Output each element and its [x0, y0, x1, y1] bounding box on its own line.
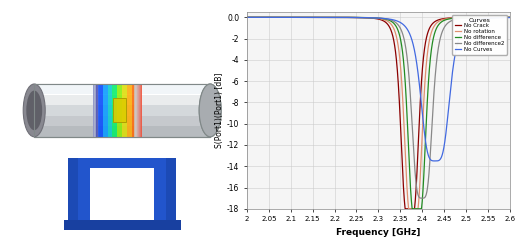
Bar — [34, 84, 210, 94]
Line: No Crack: No Crack — [247, 17, 510, 209]
No difference2 — [344, 16, 350, 19]
Bar — [34, 84, 210, 137]
No Crack — [402, 207, 408, 210]
No difference2 — [414, 192, 421, 195]
Bar — [95, 84, 96, 137]
Bar — [141, 84, 142, 137]
No difference — [344, 16, 350, 19]
Ellipse shape — [199, 84, 221, 137]
Legend: No Crack, No rotation, No difference, No difference2, No Curves: No Crack, No rotation, No difference, No… — [452, 15, 507, 54]
No difference2 — [244, 16, 250, 19]
Bar — [97, 84, 98, 137]
Bar — [34, 105, 210, 116]
No difference — [415, 207, 421, 210]
Bar — [94, 84, 96, 137]
Bar — [97, 84, 98, 137]
Line: No rotation: No rotation — [247, 17, 510, 209]
No difference — [292, 16, 298, 19]
No difference — [506, 16, 513, 19]
Bar — [140, 84, 141, 137]
No difference2 — [506, 16, 513, 19]
No rotation — [506, 16, 513, 19]
No rotation — [244, 16, 250, 19]
Bar — [113, 98, 126, 122]
Bar — [132, 84, 137, 137]
No Crack — [506, 16, 513, 19]
No Curves — [432, 160, 438, 162]
No difference2 — [440, 29, 446, 31]
No difference2 — [292, 16, 298, 19]
No Curves — [292, 16, 298, 19]
No Curves — [401, 24, 408, 27]
Ellipse shape — [199, 84, 221, 137]
Line: No difference: No difference — [247, 17, 510, 209]
Bar — [34, 116, 210, 126]
No Crack — [292, 16, 298, 19]
No rotation — [344, 16, 350, 19]
Bar — [112, 84, 118, 137]
Bar — [135, 84, 137, 137]
Bar — [134, 84, 136, 137]
No Curves — [506, 16, 513, 19]
No Curves — [414, 70, 421, 72]
No Curves — [440, 150, 446, 153]
X-axis label: Frequency [GHz]: Frequency [GHz] — [336, 228, 421, 237]
No difference — [244, 16, 250, 19]
Line: No Curves: No Curves — [247, 17, 510, 161]
No difference2 — [460, 17, 466, 20]
No Curves — [460, 28, 466, 31]
No rotation — [406, 207, 412, 210]
No rotation — [401, 134, 408, 137]
No difference2 — [419, 197, 425, 200]
Ellipse shape — [23, 84, 45, 137]
No rotation — [440, 18, 446, 21]
Bar — [98, 84, 99, 137]
Line: No difference2: No difference2 — [247, 17, 510, 198]
No difference2 — [401, 39, 408, 42]
No difference — [401, 71, 408, 74]
No Crack — [344, 16, 350, 19]
Bar — [136, 84, 138, 137]
No difference — [440, 19, 446, 22]
Bar — [69, 158, 78, 230]
Bar — [93, 84, 98, 137]
No rotation — [415, 207, 421, 210]
Bar — [118, 84, 122, 137]
Bar — [69, 158, 90, 230]
Ellipse shape — [27, 90, 42, 130]
No Crack — [244, 16, 250, 19]
Bar — [63, 220, 181, 230]
No Curves — [344, 16, 350, 19]
Bar — [102, 84, 108, 137]
No rotation — [292, 16, 298, 19]
No Crack — [460, 16, 466, 19]
Bar — [69, 158, 176, 168]
No difference — [409, 207, 415, 210]
Bar — [34, 126, 210, 137]
Bar — [98, 84, 102, 137]
No Curves — [244, 16, 250, 19]
Bar — [166, 158, 176, 230]
Bar — [137, 84, 138, 137]
Bar — [139, 84, 140, 137]
Bar — [93, 84, 94, 137]
No difference — [460, 16, 466, 19]
Bar — [34, 95, 210, 105]
Bar — [154, 158, 176, 230]
Bar — [138, 84, 139, 137]
Bar — [127, 84, 132, 137]
Bar — [96, 84, 97, 137]
Bar — [108, 84, 112, 137]
Y-axis label: S(Port1)(Port1) [dB]: S(Port1)(Port1) [dB] — [215, 73, 224, 148]
Bar — [122, 84, 127, 137]
Bar — [34, 84, 210, 137]
No Crack — [415, 152, 421, 155]
No Crack — [401, 201, 408, 204]
Bar — [94, 84, 95, 137]
No Crack — [440, 17, 446, 20]
No rotation — [460, 16, 466, 19]
Bar — [137, 84, 142, 137]
